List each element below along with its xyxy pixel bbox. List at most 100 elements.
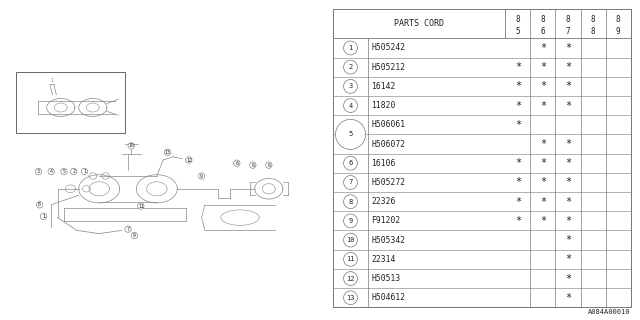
Text: *: *	[515, 62, 521, 72]
Text: *: *	[565, 139, 571, 149]
Text: H506061: H506061	[371, 120, 406, 129]
Circle shape	[344, 195, 357, 209]
Text: *: *	[565, 235, 571, 245]
Text: H505272: H505272	[371, 178, 406, 187]
Text: 6: 6	[348, 160, 353, 166]
Circle shape	[344, 272, 357, 285]
Circle shape	[35, 168, 42, 175]
Text: *: *	[515, 100, 521, 111]
Text: 8: 8	[566, 15, 570, 24]
Text: 7: 7	[127, 227, 129, 232]
Text: H505212: H505212	[371, 63, 406, 72]
Circle shape	[131, 232, 138, 239]
Circle shape	[250, 162, 256, 168]
Text: *: *	[565, 293, 571, 303]
Text: 10: 10	[129, 143, 134, 148]
Circle shape	[344, 156, 357, 170]
Text: H50513: H50513	[371, 274, 401, 283]
Text: 6: 6	[252, 163, 254, 168]
Circle shape	[36, 202, 43, 208]
Text: 2: 2	[348, 64, 353, 70]
Circle shape	[266, 162, 272, 168]
Circle shape	[81, 168, 88, 175]
Text: *: *	[565, 216, 571, 226]
Circle shape	[344, 60, 357, 74]
Text: 5: 5	[348, 132, 353, 137]
Circle shape	[61, 168, 67, 175]
Circle shape	[234, 160, 240, 166]
Text: PARTS CORD: PARTS CORD	[394, 20, 444, 28]
Text: *: *	[540, 178, 546, 188]
Text: A084A00010: A084A00010	[588, 309, 630, 315]
Text: 8: 8	[591, 15, 595, 24]
Text: 9: 9	[133, 233, 136, 238]
Text: *: *	[515, 178, 521, 188]
Circle shape	[335, 119, 365, 149]
Text: 12: 12	[346, 276, 355, 282]
Text: 7: 7	[566, 27, 570, 36]
Text: 9: 9	[200, 173, 203, 179]
Text: 6: 6	[541, 27, 545, 36]
Text: H505242: H505242	[371, 44, 406, 52]
Text: F91202: F91202	[371, 216, 401, 225]
Text: 1: 1	[51, 78, 54, 83]
Text: 22326: 22326	[371, 197, 396, 206]
Text: 13: 13	[165, 150, 170, 155]
Text: 8: 8	[516, 15, 520, 24]
Text: 16142: 16142	[371, 82, 396, 91]
Text: 11820: 11820	[371, 101, 396, 110]
Text: *: *	[540, 197, 546, 207]
Circle shape	[344, 176, 357, 189]
Circle shape	[344, 79, 357, 93]
Text: *: *	[565, 62, 571, 72]
Circle shape	[198, 173, 205, 179]
Text: *: *	[515, 158, 521, 168]
Circle shape	[125, 226, 131, 232]
Text: *: *	[515, 120, 521, 130]
Text: 10: 10	[346, 237, 355, 243]
Text: *: *	[565, 100, 571, 111]
Text: 1: 1	[83, 169, 86, 174]
Circle shape	[344, 99, 357, 113]
Text: 6: 6	[268, 163, 270, 168]
Text: *: *	[565, 81, 571, 92]
Text: 5: 5	[516, 27, 520, 36]
Text: *: *	[540, 158, 546, 168]
Circle shape	[344, 233, 357, 247]
Text: H504612: H504612	[371, 293, 406, 302]
Text: *: *	[540, 216, 546, 226]
Circle shape	[344, 291, 357, 305]
Text: 4: 4	[50, 169, 52, 174]
Text: 12: 12	[186, 157, 191, 163]
Text: *: *	[540, 81, 546, 92]
Text: *: *	[540, 62, 546, 72]
Text: 13: 13	[346, 295, 355, 301]
Text: *: *	[515, 216, 521, 226]
Text: 11: 11	[138, 204, 143, 209]
Text: 8: 8	[541, 15, 545, 24]
Text: 9: 9	[616, 27, 620, 36]
Circle shape	[344, 252, 357, 266]
Text: 9: 9	[348, 218, 353, 224]
Text: H505342: H505342	[371, 236, 406, 244]
Circle shape	[344, 41, 357, 55]
Text: 1: 1	[42, 214, 45, 219]
Text: *: *	[515, 81, 521, 92]
Text: 3: 3	[37, 169, 40, 174]
Text: 4: 4	[348, 103, 353, 108]
Circle shape	[70, 168, 77, 175]
Circle shape	[48, 168, 54, 175]
Text: 3: 3	[348, 84, 353, 89]
Text: 1: 1	[348, 45, 353, 51]
Text: 8: 8	[591, 27, 595, 36]
Circle shape	[40, 213, 47, 220]
Text: *: *	[565, 254, 571, 264]
Circle shape	[344, 214, 357, 228]
Text: 8: 8	[38, 202, 41, 207]
Text: 8: 8	[348, 199, 353, 205]
Text: 8: 8	[616, 15, 620, 24]
Text: *: *	[565, 43, 571, 53]
Text: *: *	[540, 139, 546, 149]
Text: *: *	[565, 197, 571, 207]
Text: 5: 5	[63, 169, 65, 174]
